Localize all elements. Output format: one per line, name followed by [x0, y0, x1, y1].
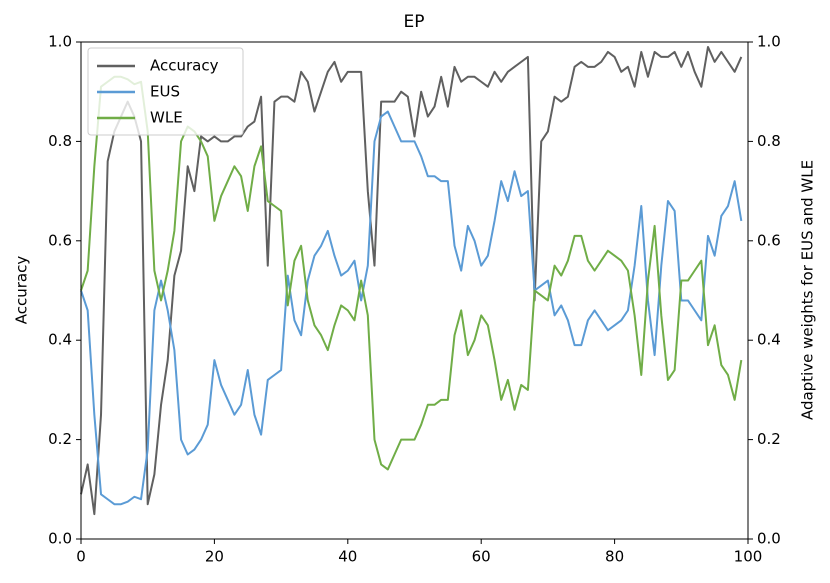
legend-label: Accuracy — [150, 57, 219, 75]
x-tick-label: 60 — [472, 548, 491, 566]
x-tick-label: 100 — [734, 548, 763, 566]
y2-axis-label: Adaptive weights for EUS and WLE — [799, 160, 817, 420]
x-tick-label: 40 — [338, 548, 357, 566]
plot-frame — [80, 41, 749, 540]
chart-title: EP — [404, 12, 425, 32]
y-tick-label: 1.0 — [48, 33, 72, 51]
x-tick-label: 20 — [205, 548, 224, 566]
y-tick-label: 0.2 — [48, 430, 72, 448]
legend-label: EUS — [150, 83, 180, 101]
y2-tick-label: 0.4 — [757, 331, 781, 349]
legend-label: WLE — [150, 109, 183, 127]
y2-tick-label: 0.8 — [757, 132, 781, 150]
y2-tick-label: 0.2 — [757, 430, 781, 448]
y-tick-label: 0.6 — [48, 231, 72, 249]
series-line — [80, 75, 743, 471]
y2-tick-label: 0.0 — [757, 530, 781, 548]
x-tick-label: 0 — [76, 548, 86, 566]
series-line — [80, 110, 743, 506]
y-tick-label: 0.0 — [48, 530, 72, 548]
series-line — [80, 45, 743, 516]
y-tick-label: 0.8 — [48, 132, 72, 150]
legend-box — [87, 47, 244, 136]
x-tick-label: 80 — [605, 548, 624, 566]
y-axis-label: Accuracy — [13, 256, 31, 325]
y-tick-label: 0.4 — [48, 331, 72, 349]
y2-tick-label: 1.0 — [757, 33, 781, 51]
y2-tick-label: 0.6 — [757, 231, 781, 249]
